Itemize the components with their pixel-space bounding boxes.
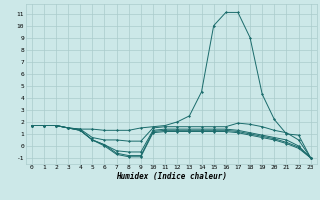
X-axis label: Humidex (Indice chaleur): Humidex (Indice chaleur) [116,172,227,181]
